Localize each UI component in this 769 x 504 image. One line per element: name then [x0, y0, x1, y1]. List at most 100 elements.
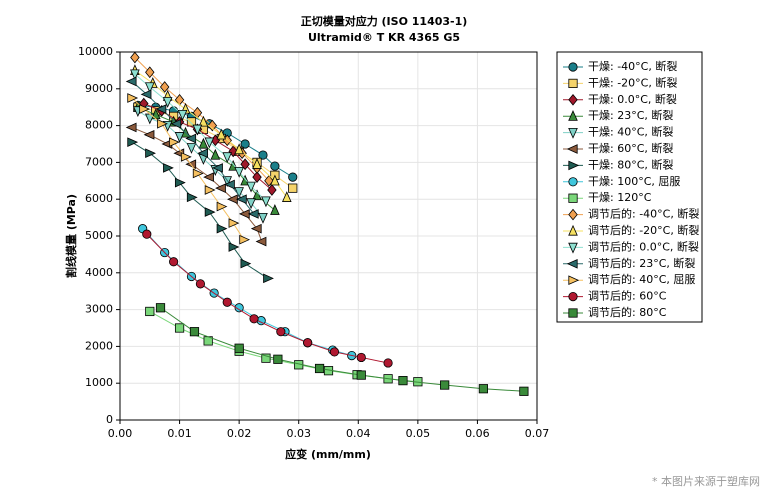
- marker: [159, 81, 170, 93]
- marker: [568, 127, 578, 139]
- marker: [239, 234, 251, 245]
- marker: [186, 117, 197, 127]
- series-line: [146, 233, 389, 364]
- legend-label: 干燥: 120°C: [588, 191, 652, 204]
- marker: [155, 303, 166, 313]
- marker: [568, 308, 578, 318]
- x-tick-label: 0.07: [525, 427, 550, 440]
- marker: [568, 275, 580, 286]
- marker: [212, 163, 223, 173]
- marker: [249, 314, 259, 324]
- legend-label: 调节后的: 80°C: [588, 305, 667, 319]
- x-tick-label: 0.05: [406, 427, 431, 440]
- x-tick-label: 0.02: [227, 427, 252, 440]
- marker: [145, 66, 155, 79]
- marker: [478, 384, 488, 394]
- legend-label: 干燥: 40°C, 断裂: [588, 125, 673, 139]
- legend-box: [556, 51, 703, 323]
- legend-label: 调节后的: 40°C, 屈服: [588, 272, 695, 286]
- marker: [273, 354, 283, 364]
- marker: [252, 158, 262, 169]
- marker: [215, 183, 226, 193]
- marker: [314, 363, 325, 374]
- y-tick-label: 6000: [85, 192, 113, 205]
- y-tick-label: 10000: [78, 45, 113, 58]
- marker: [222, 152, 233, 164]
- marker: [329, 347, 340, 357]
- marker: [568, 62, 578, 72]
- marker: [207, 119, 218, 132]
- y-tick-label: 7000: [85, 155, 113, 168]
- marker: [270, 174, 280, 186]
- marker: [568, 93, 578, 106]
- marker: [568, 224, 578, 236]
- marker: [192, 124, 203, 136]
- marker: [204, 207, 216, 217]
- legend-label: 调节后的: 23°C, 断裂: [588, 256, 695, 270]
- chart-subtitle: Ultramid® T KR 4365 G5: [308, 31, 460, 44]
- marker: [246, 198, 256, 210]
- marker: [258, 212, 268, 224]
- marker: [197, 148, 209, 159]
- marker: [142, 229, 152, 239]
- marker: [356, 370, 366, 380]
- legend-label: 干燥: -20°C, 断裂: [588, 75, 677, 89]
- marker: [169, 257, 179, 267]
- series-line: [134, 73, 267, 202]
- marker: [222, 297, 232, 307]
- marker: [170, 118, 182, 129]
- marker: [255, 236, 267, 247]
- marker: [234, 343, 244, 353]
- marker: [139, 104, 151, 114]
- marker: [398, 376, 408, 386]
- series-line: [134, 69, 288, 198]
- marker: [198, 115, 209, 127]
- marker: [216, 128, 227, 140]
- series-line: [142, 228, 352, 357]
- marker: [261, 353, 271, 363]
- marker: [303, 338, 313, 348]
- legend-label: 调节后的: -40°C, 断裂: [588, 207, 699, 221]
- marker: [186, 192, 198, 203]
- marker: [186, 143, 197, 154]
- marker: [566, 144, 578, 154]
- marker: [204, 137, 215, 149]
- series-line: [131, 141, 269, 279]
- marker: [198, 137, 209, 149]
- marker: [261, 196, 271, 208]
- marker: [185, 133, 197, 144]
- marker: [125, 76, 137, 87]
- marker: [568, 208, 578, 221]
- legend-label: 调节后的: 0.0°C, 断裂: [588, 239, 699, 253]
- chart-title: 正切模量对应力 (ISO 11403-1): [301, 14, 468, 28]
- marker: [130, 51, 140, 64]
- marker: [568, 291, 578, 302]
- marker: [252, 171, 262, 183]
- marker: [234, 303, 244, 313]
- marker: [174, 177, 186, 188]
- legend-label: 干燥: 60°C, 断裂: [588, 141, 673, 155]
- marker: [519, 386, 529, 396]
- marker: [216, 201, 228, 212]
- marker: [228, 218, 240, 228]
- marker: [203, 172, 214, 182]
- marker: [144, 82, 155, 94]
- marker: [130, 69, 140, 81]
- marker: [568, 160, 580, 171]
- marker: [246, 181, 256, 193]
- marker: [250, 223, 262, 234]
- marker: [234, 143, 244, 155]
- legend-label: 干燥: 23°C, 断裂: [588, 108, 673, 122]
- marker: [568, 110, 578, 121]
- marker: [288, 183, 298, 193]
- marker: [263, 273, 274, 284]
- marker: [566, 258, 578, 269]
- y-tick-label: 8000: [85, 119, 113, 132]
- marker: [177, 109, 188, 121]
- marker: [180, 152, 192, 162]
- y-tick-label: 4000: [85, 266, 113, 279]
- marker: [235, 194, 247, 205]
- marker: [174, 132, 185, 143]
- legend-label: 干燥: 100°C, 屈服: [588, 175, 680, 188]
